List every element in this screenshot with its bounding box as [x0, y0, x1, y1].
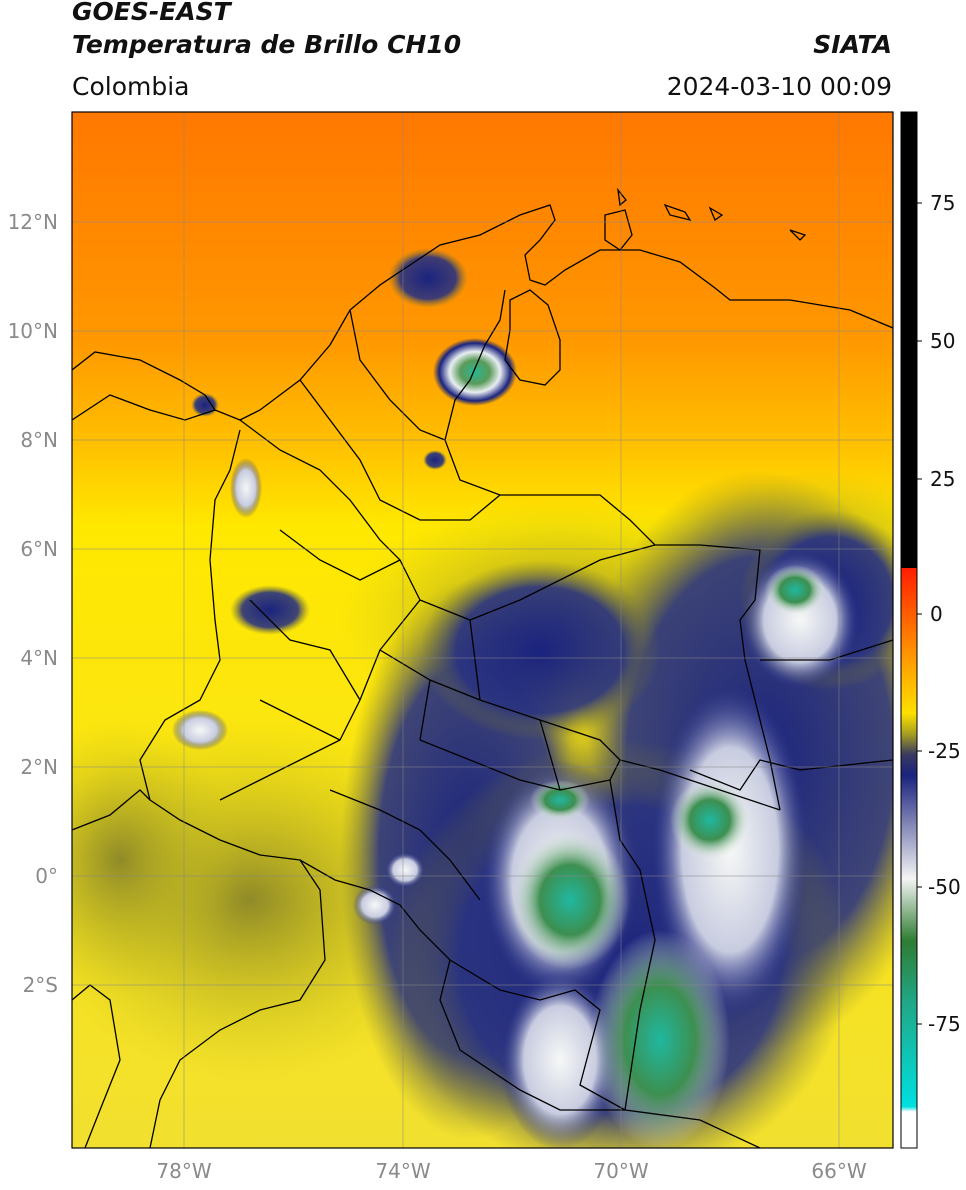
satellite-title: GOES-EAST	[72, 0, 231, 26]
map-grid	[72, 112, 893, 1148]
product-title: Temperatura de Brillo CH10	[72, 30, 462, 59]
colorbar-black-segment	[901, 112, 917, 568]
lon-tick-label: 70°W	[593, 1159, 648, 1183]
lon-tick-label: 78°W	[156, 1159, 211, 1183]
map-frame	[71, 111, 894, 1149]
colorbar-tick-label: 75	[930, 191, 955, 215]
lat-tick-label: 8°N	[20, 428, 58, 452]
colorbar-white-segment	[901, 1124, 917, 1148]
colorbar-tick-label: -25	[928, 739, 961, 763]
agency-label: SIATA	[813, 30, 892, 59]
latitude-ticks: 12°N 10°N 8°N 6°N 4°N 2°N 0° 2°S	[8, 210, 58, 997]
colorbar-tick-label: -75	[928, 1012, 961, 1036]
colorbar-tick-label: 50	[930, 329, 955, 353]
colorbar-frame	[900, 111, 918, 1149]
lat-tick-label: 10°N	[8, 319, 58, 343]
colorbar: 75 50 25 0 -25 -50 -75	[900, 111, 961, 1149]
lat-tick-label: 0°	[35, 864, 58, 888]
colorbar-ticks	[917, 202, 922, 1025]
colorbar-labels: 75 50 25 0 -25 -50 -75	[928, 191, 961, 1036]
lon-tick-label: 74°W	[375, 1159, 430, 1183]
colorbar-tick-label: -50	[928, 875, 961, 899]
lon-tick-label: 66°W	[811, 1159, 866, 1183]
lat-tick-label: 12°N	[8, 210, 58, 234]
datetime-label: 2024-03-10 00:09	[666, 72, 892, 101]
country-borders	[72, 187, 893, 1148]
lat-tick-label: 6°N	[20, 537, 58, 561]
longitude-ticks: 78°W 74°W 70°W 66°W	[156, 1159, 866, 1183]
region-label: Colombia	[72, 72, 190, 101]
lat-tick-label: 2°S	[23, 973, 58, 997]
colorbar-tick-label: 0	[930, 602, 943, 626]
lat-tick-label: 2°N	[20, 755, 58, 779]
satellite-field	[72, 112, 893, 1148]
colorbar-tick-label: 25	[930, 467, 955, 491]
lat-tick-label: 4°N	[20, 646, 58, 670]
